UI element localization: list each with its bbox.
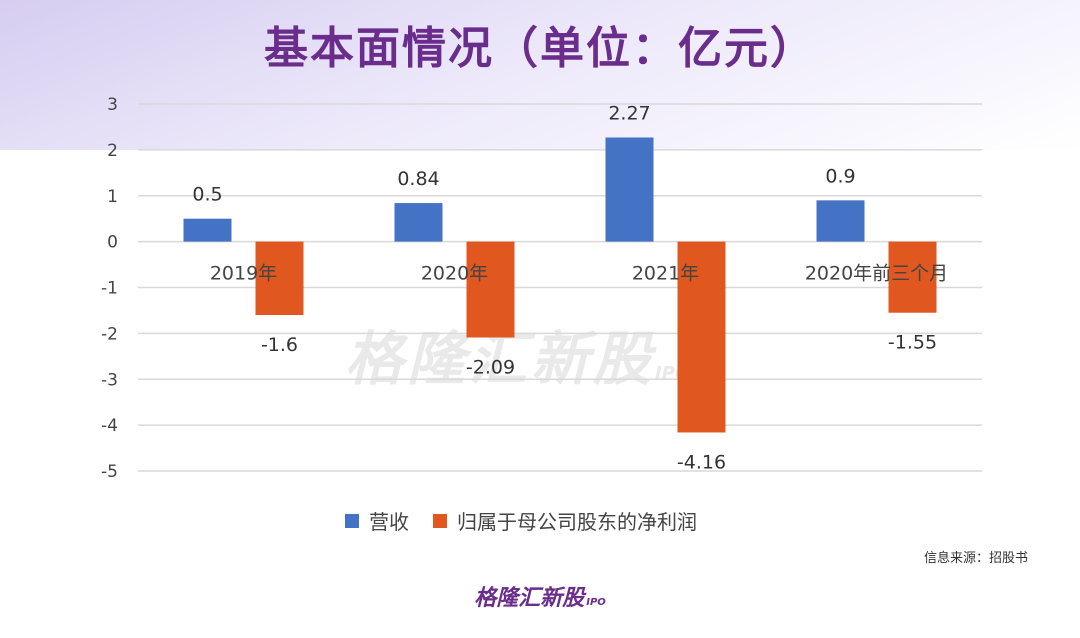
bars — [183, 137, 937, 433]
legend-label-revenue: 营收 — [369, 510, 409, 534]
y-tick-label: 1 — [107, 187, 118, 207]
legend-swatch-revenue — [345, 513, 359, 528]
revenue-data-label: 0.5 — [192, 184, 222, 206]
legend-label-profit: 归属于母公司股东的净利润 — [457, 510, 697, 534]
source-note: 信息来源：招股书 — [923, 551, 1028, 566]
profit-data-label: -2.09 — [466, 357, 515, 379]
y-tick-label: 0 — [107, 233, 118, 253]
y-tick-label: -3 — [101, 370, 118, 390]
profit-bar — [255, 241, 304, 316]
revenue-data-label: 0.9 — [825, 165, 855, 187]
revenue-data-label: 0.84 — [397, 168, 439, 190]
chart-plot: 3 2 1 0 -1 -2 -3 -4 -5 0.5 -1.6 0.84 -2.09 2.27 -4.16… — [101, 95, 982, 482]
data-labels: 0.5 -1.6 0.84 -2.09 2.27 -4.16 0.9 -1.55 — [192, 102, 937, 473]
y-tick-label: -1 — [101, 279, 118, 299]
logo-text: 格隆汇新股 — [474, 586, 585, 611]
revenue-bar — [394, 203, 443, 242]
y-tick-label: -5 — [101, 462, 118, 482]
y-axis-ticks: 3 2 1 0 -1 -2 -3 -4 -5 — [101, 95, 118, 482]
header-background — [0, 0, 1080, 150]
profit-data-label: -1.55 — [888, 332, 937, 354]
legend-swatch-profit — [433, 513, 447, 528]
legend-item-revenue: 营收 — [345, 506, 409, 535]
y-tick-label: -2 — [101, 324, 118, 344]
chart-title: 基本面情况（单位：亿元） — [264, 23, 816, 74]
profit-data-label: -4.16 — [677, 451, 726, 473]
legend: 营收 归属于母公司股东的净利润 — [345, 506, 721, 535]
category-label: 2021年 — [632, 263, 699, 285]
revenue-bar — [605, 137, 654, 242]
revenue-bar — [183, 218, 232, 242]
category-label: 2020年前三个月 — [805, 263, 948, 285]
logo-ipo: IPO — [586, 597, 606, 608]
profit-bar — [888, 241, 937, 313]
profit-data-label: -1.6 — [261, 334, 298, 356]
profit-bar — [677, 241, 726, 433]
profit-bar — [466, 241, 515, 338]
y-tick-label: 3 — [107, 95, 118, 115]
revenue-data-label: 2.27 — [608, 102, 650, 124]
y-tick-label: 2 — [107, 141, 118, 161]
category-label: 2020年 — [421, 263, 488, 285]
revenue-bar — [816, 200, 865, 242]
legend-item-profit: 归属于母公司股东的净利润 — [433, 506, 697, 535]
y-tick-label: -4 — [101, 416, 118, 436]
category-label: 2019年 — [210, 263, 277, 285]
category-labels: 2019年 2020年 2021年 2020年前三个月 — [210, 263, 948, 285]
brand-logo: 格隆汇新股 IPO — [0, 580, 1080, 612]
